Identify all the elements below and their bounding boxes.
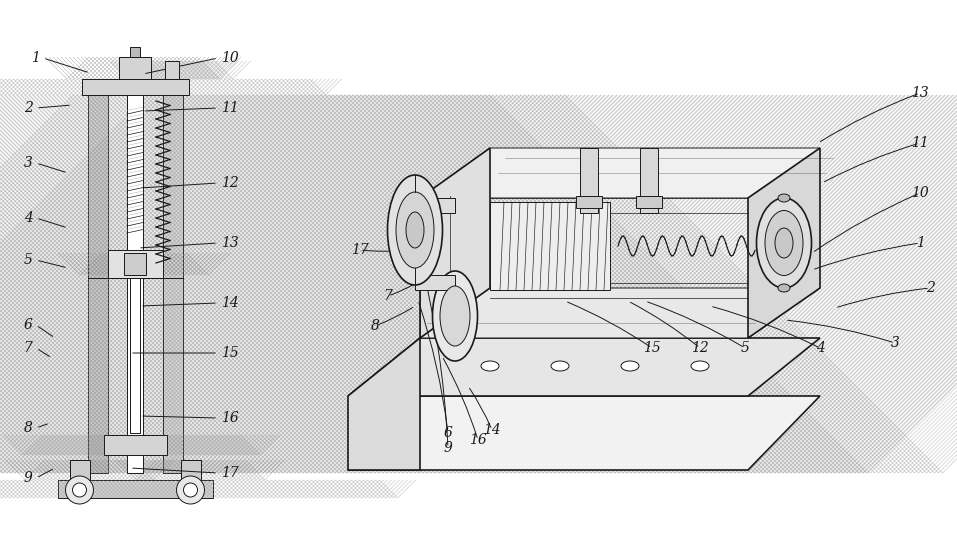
Polygon shape bbox=[748, 148, 820, 338]
Ellipse shape bbox=[691, 361, 709, 371]
Text: 1: 1 bbox=[31, 51, 39, 65]
Text: 16: 16 bbox=[221, 411, 239, 425]
Bar bbox=[81, 79, 189, 95]
Ellipse shape bbox=[551, 361, 569, 371]
Ellipse shape bbox=[778, 194, 790, 202]
Text: 7: 7 bbox=[384, 289, 392, 303]
Ellipse shape bbox=[396, 192, 434, 268]
Bar bbox=[127, 95, 143, 473]
Text: 5: 5 bbox=[741, 341, 749, 355]
Ellipse shape bbox=[481, 361, 499, 371]
Bar bbox=[580, 148, 598, 213]
Text: 5: 5 bbox=[24, 253, 33, 267]
Bar bbox=[57, 480, 212, 498]
Text: 10: 10 bbox=[221, 51, 239, 65]
Polygon shape bbox=[420, 288, 820, 338]
Text: 15: 15 bbox=[643, 341, 661, 355]
Text: 17: 17 bbox=[221, 466, 239, 480]
Text: 13: 13 bbox=[221, 236, 239, 250]
Bar bbox=[70, 460, 90, 480]
Text: 13: 13 bbox=[911, 86, 929, 100]
Ellipse shape bbox=[440, 286, 470, 346]
Text: 6: 6 bbox=[443, 426, 453, 440]
Bar bbox=[119, 57, 151, 79]
Circle shape bbox=[73, 483, 86, 497]
Text: 4: 4 bbox=[815, 341, 824, 355]
Polygon shape bbox=[420, 148, 820, 198]
Text: 2: 2 bbox=[24, 101, 33, 115]
Ellipse shape bbox=[621, 361, 639, 371]
Text: 11: 11 bbox=[221, 101, 239, 115]
Ellipse shape bbox=[756, 198, 812, 288]
Text: 14: 14 bbox=[221, 296, 239, 310]
Text: 12: 12 bbox=[691, 341, 709, 355]
Bar bbox=[165, 61, 179, 79]
Bar bbox=[57, 480, 212, 498]
Text: 11: 11 bbox=[911, 136, 929, 150]
Bar bbox=[181, 460, 201, 480]
Text: 3: 3 bbox=[24, 156, 33, 170]
Bar bbox=[119, 57, 151, 79]
Text: 1: 1 bbox=[916, 236, 924, 250]
Bar bbox=[181, 460, 201, 480]
Ellipse shape bbox=[778, 284, 790, 292]
Bar bbox=[124, 253, 146, 275]
Text: 4: 4 bbox=[24, 211, 33, 225]
Ellipse shape bbox=[433, 271, 478, 361]
Bar bbox=[163, 95, 183, 473]
Bar bbox=[87, 95, 107, 473]
Ellipse shape bbox=[775, 228, 793, 258]
Ellipse shape bbox=[388, 175, 442, 285]
Text: 6: 6 bbox=[24, 318, 33, 332]
Polygon shape bbox=[348, 338, 420, 470]
Bar bbox=[163, 95, 183, 473]
Text: 7: 7 bbox=[24, 341, 33, 355]
Text: 9: 9 bbox=[24, 471, 33, 485]
Bar bbox=[81, 79, 189, 95]
Text: 8: 8 bbox=[370, 319, 379, 333]
Polygon shape bbox=[348, 396, 820, 470]
Text: 3: 3 bbox=[891, 336, 900, 350]
Text: 8: 8 bbox=[24, 421, 33, 435]
Bar bbox=[576, 196, 602, 208]
Bar bbox=[490, 202, 610, 290]
Bar bbox=[415, 275, 455, 290]
Bar bbox=[165, 61, 179, 79]
Bar bbox=[124, 253, 146, 275]
Circle shape bbox=[184, 483, 197, 497]
Polygon shape bbox=[348, 338, 820, 396]
Ellipse shape bbox=[406, 212, 424, 248]
Bar bbox=[130, 278, 140, 433]
Text: 14: 14 bbox=[483, 423, 501, 437]
Circle shape bbox=[176, 476, 205, 504]
Bar bbox=[415, 198, 455, 213]
Bar bbox=[87, 95, 107, 473]
Text: 9: 9 bbox=[443, 441, 453, 455]
Bar bbox=[70, 460, 90, 480]
Bar bbox=[103, 435, 167, 455]
Bar bbox=[107, 250, 163, 278]
Text: 10: 10 bbox=[911, 186, 929, 200]
Bar bbox=[640, 148, 658, 213]
Bar bbox=[130, 47, 140, 57]
Text: 12: 12 bbox=[221, 176, 239, 190]
Ellipse shape bbox=[765, 210, 803, 275]
Bar bbox=[103, 435, 167, 455]
Text: 15: 15 bbox=[221, 346, 239, 360]
Text: 16: 16 bbox=[469, 433, 487, 447]
Circle shape bbox=[65, 476, 94, 504]
Polygon shape bbox=[420, 148, 490, 338]
Text: 2: 2 bbox=[925, 281, 934, 295]
Bar bbox=[636, 196, 662, 208]
Text: 17: 17 bbox=[351, 243, 368, 257]
